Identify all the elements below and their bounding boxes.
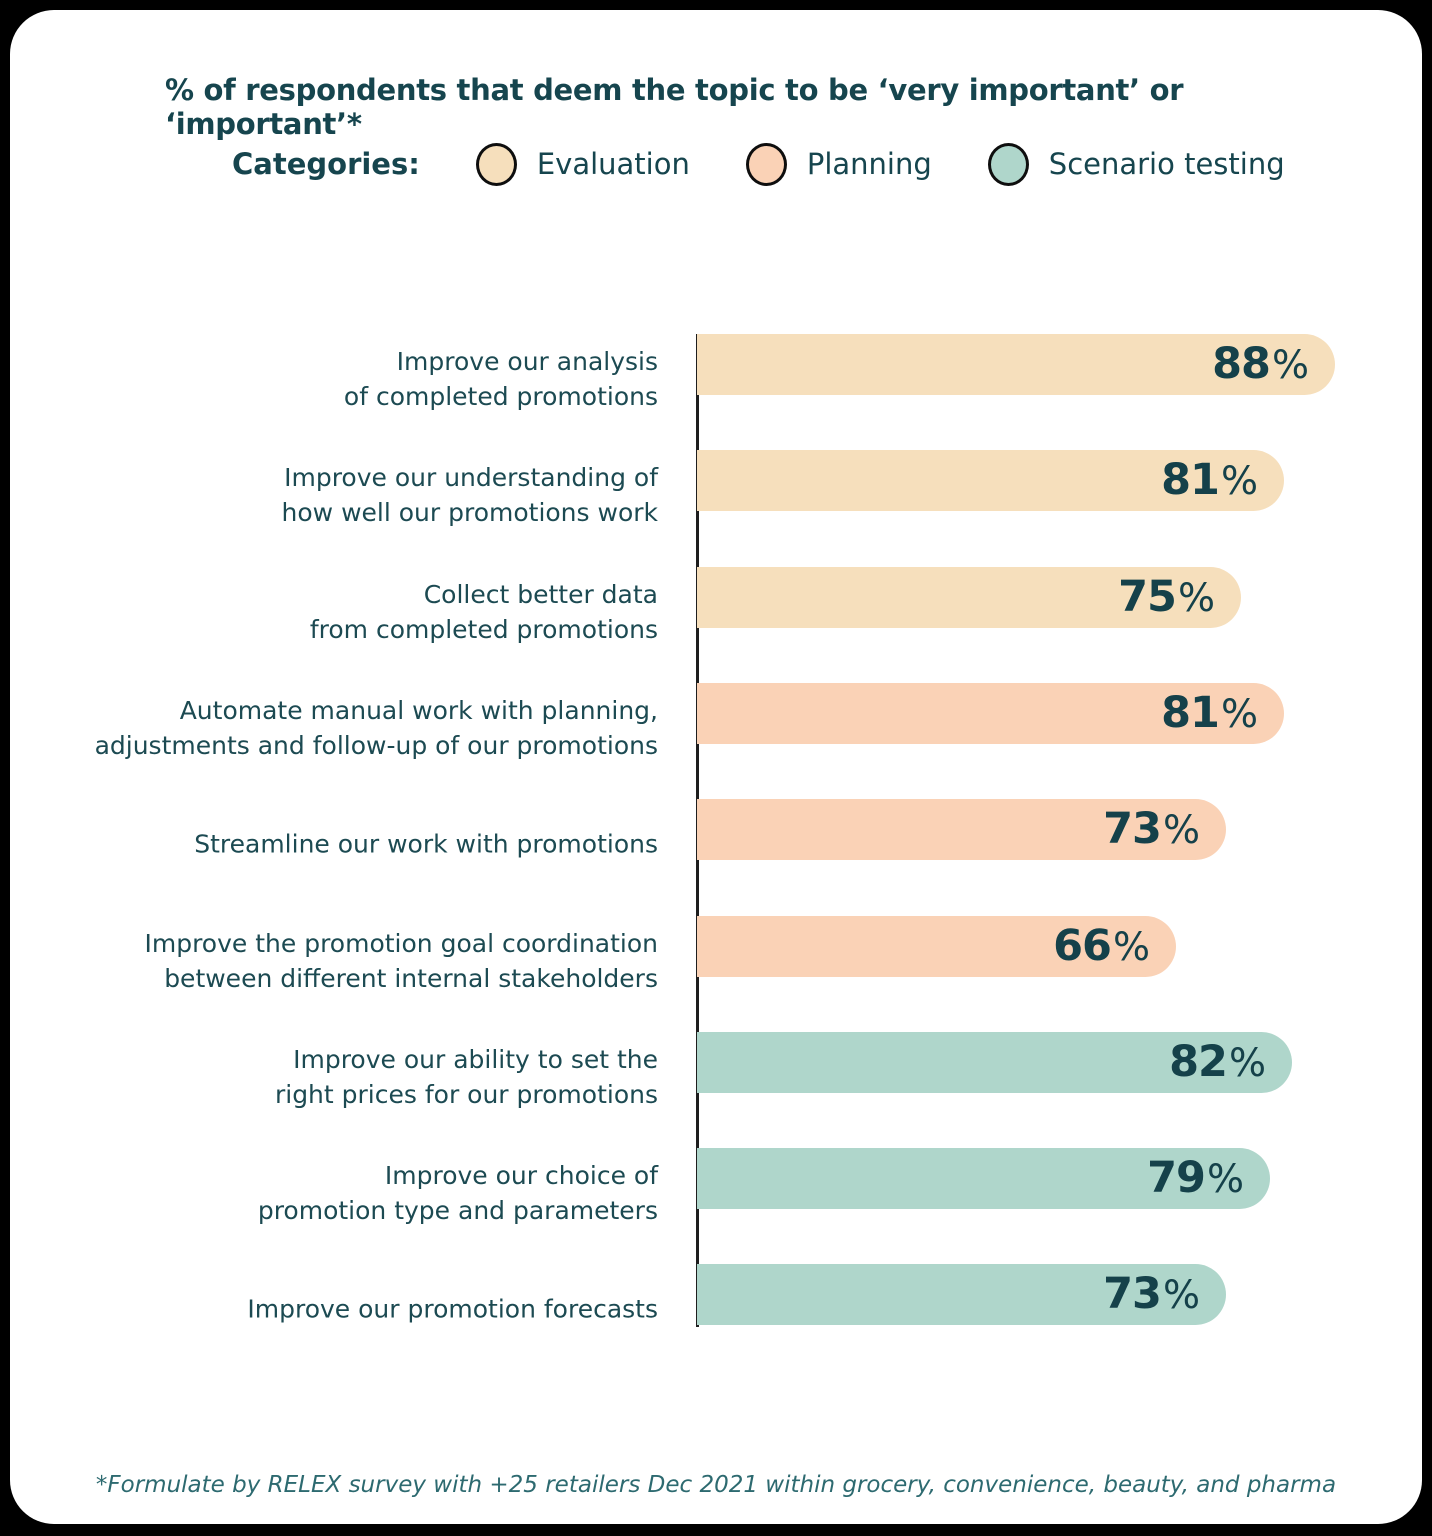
- footnote: *Formulate by RELEX survey with +25 reta…: [95, 1472, 1337, 1498]
- bar-value-label: 73%: [1103, 1273, 1226, 1316]
- chart-row: Improve our analysis of completed promot…: [10, 334, 1422, 411]
- percent-sign: %: [1220, 692, 1258, 737]
- bar-value-label: 75%: [1118, 576, 1241, 619]
- bar-category-label: Improve the promotion goal coordination …: [144, 928, 658, 993]
- category-swatch-icon: [745, 142, 787, 186]
- bar-value-label: 82%: [1169, 1041, 1292, 1084]
- legend-item: Scenario testing: [987, 142, 1285, 186]
- bar-value: 79: [1147, 1153, 1206, 1203]
- chart-row: Collect better data from completed promo…: [10, 567, 1422, 644]
- chart-row: Streamline our work with promotions 73%: [10, 799, 1422, 860]
- legend-item-label: Planning: [806, 147, 932, 181]
- bar-value-label: 73%: [1103, 808, 1226, 851]
- bar-value: 82: [1169, 1037, 1228, 1087]
- percent-sign: %: [1112, 925, 1150, 970]
- chart-row: Improve the promotion goal coordination …: [10, 916, 1422, 993]
- legend-title: Categories:: [232, 147, 420, 181]
- legend: Categories: Evaluation Planning Scenario…: [232, 140, 1285, 188]
- bar-category-label: Collect better data from completed promo…: [309, 579, 658, 644]
- bar-value-label: 81%: [1161, 692, 1284, 735]
- bar: 66%: [697, 916, 1176, 977]
- percent-sign: %: [1162, 808, 1200, 853]
- bar-value: 73: [1103, 1269, 1162, 1319]
- bar-value: 66: [1053, 921, 1112, 971]
- percent-sign: %: [1220, 459, 1258, 504]
- bar-value: 73: [1103, 804, 1162, 854]
- bar-value: 81: [1161, 455, 1220, 505]
- legend-item: Evaluation: [475, 142, 690, 186]
- bar: 81%: [697, 683, 1284, 744]
- chart-row: Improve our understanding of how well ou…: [10, 450, 1422, 527]
- bar-category-label: Improve our choice of promotion type and…: [257, 1160, 658, 1225]
- percent-sign: %: [1177, 576, 1215, 621]
- percent-sign: %: [1228, 1041, 1266, 1086]
- category-swatch-icon: [987, 142, 1029, 186]
- chart-row: Improve our choice of promotion type and…: [10, 1148, 1422, 1225]
- bar: 81%: [697, 450, 1284, 511]
- bar-category-label: Streamline our work with promotions: [194, 829, 658, 858]
- category-swatch-icon: [475, 142, 517, 186]
- chart-row: Improve our promotion forecasts 73%: [10, 1264, 1422, 1325]
- bar: 79%: [697, 1148, 1270, 1209]
- bar: 82%: [697, 1032, 1292, 1093]
- bar-value: 75: [1118, 572, 1177, 622]
- bar-value: 88: [1212, 339, 1271, 389]
- bar-category-label: Improve our understanding of how well ou…: [281, 462, 658, 527]
- infographic-card: % of respondents that deem the topic to …: [10, 10, 1422, 1524]
- bar-value-label: 79%: [1147, 1157, 1270, 1200]
- bar-value-label: 88%: [1212, 343, 1335, 386]
- legend-item: Planning: [745, 142, 932, 186]
- chart-row: Improve our ability to set the right pri…: [10, 1032, 1422, 1109]
- bar-category-label: Automate manual work with planning, adju…: [94, 695, 658, 760]
- chart-row: Automate manual work with planning, adju…: [10, 683, 1422, 760]
- bar: 73%: [697, 1264, 1226, 1325]
- bar: 75%: [697, 567, 1241, 628]
- bar-value-label: 66%: [1053, 925, 1176, 968]
- percent-sign: %: [1162, 1273, 1200, 1318]
- bar-chart: Improve our analysis of completed promot…: [10, 334, 1422, 1334]
- percent-sign: %: [1206, 1157, 1244, 1202]
- bar-category-label: Improve our analysis of completed promot…: [343, 346, 658, 411]
- chart-title: % of respondents that deem the topic to …: [165, 73, 1184, 142]
- bar: 73%: [697, 799, 1226, 860]
- legend-item-label: Scenario testing: [1048, 147, 1285, 181]
- bar-category-label: Improve our promotion forecasts: [247, 1294, 658, 1323]
- bar-value-label: 81%: [1161, 459, 1284, 502]
- bar-category-label: Improve our ability to set the right pri…: [274, 1044, 658, 1109]
- percent-sign: %: [1271, 343, 1309, 388]
- legend-item-label: Evaluation: [536, 147, 690, 181]
- bar-value: 81: [1161, 688, 1220, 738]
- bar: 88%: [697, 334, 1335, 395]
